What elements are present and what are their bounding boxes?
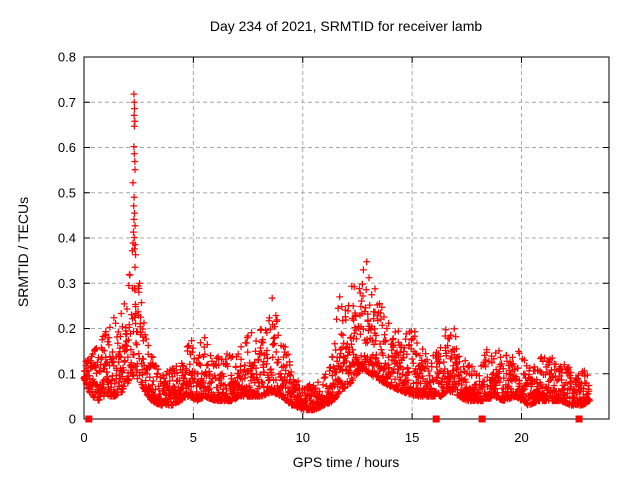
scatter-series <box>80 90 593 414</box>
x-tick-label: 15 <box>405 430 419 445</box>
y-tick-label: 0.4 <box>58 231 76 246</box>
tick-labels: 0 0.1 0.2 0.3 0.4 0.5 0.6 0.7 0.8 0 5 10 15 20 <box>58 50 529 446</box>
x-axis-label: GPS time / hours <box>293 454 400 470</box>
y-tick-label: 0 <box>69 412 76 427</box>
y-tick-label: 0.7 <box>58 95 76 110</box>
y-tick-label: 0.3 <box>58 276 76 291</box>
x-tick-label: 10 <box>296 430 310 445</box>
data-points <box>80 90 593 423</box>
y-axis-label: SRMTID / TECUs <box>15 197 31 307</box>
zero-value-marker <box>85 415 93 423</box>
chart-title: Day 234 of 2021, SRMTID for receiver lam… <box>210 18 483 34</box>
zero-value-marker <box>478 415 486 423</box>
x-tick-label: 5 <box>190 430 197 445</box>
zero-value-marker <box>432 415 440 423</box>
zero-value-marker <box>575 415 583 423</box>
y-tick-label: 0.8 <box>58 50 76 65</box>
y-tick-label: 0.2 <box>58 321 76 336</box>
y-tick-label: 0.1 <box>58 366 76 381</box>
y-tick-label: 0.5 <box>58 185 76 200</box>
x-tick-label: 20 <box>514 430 528 445</box>
x-tick-label: 0 <box>80 430 87 445</box>
y-tick-label: 0.6 <box>58 140 76 155</box>
